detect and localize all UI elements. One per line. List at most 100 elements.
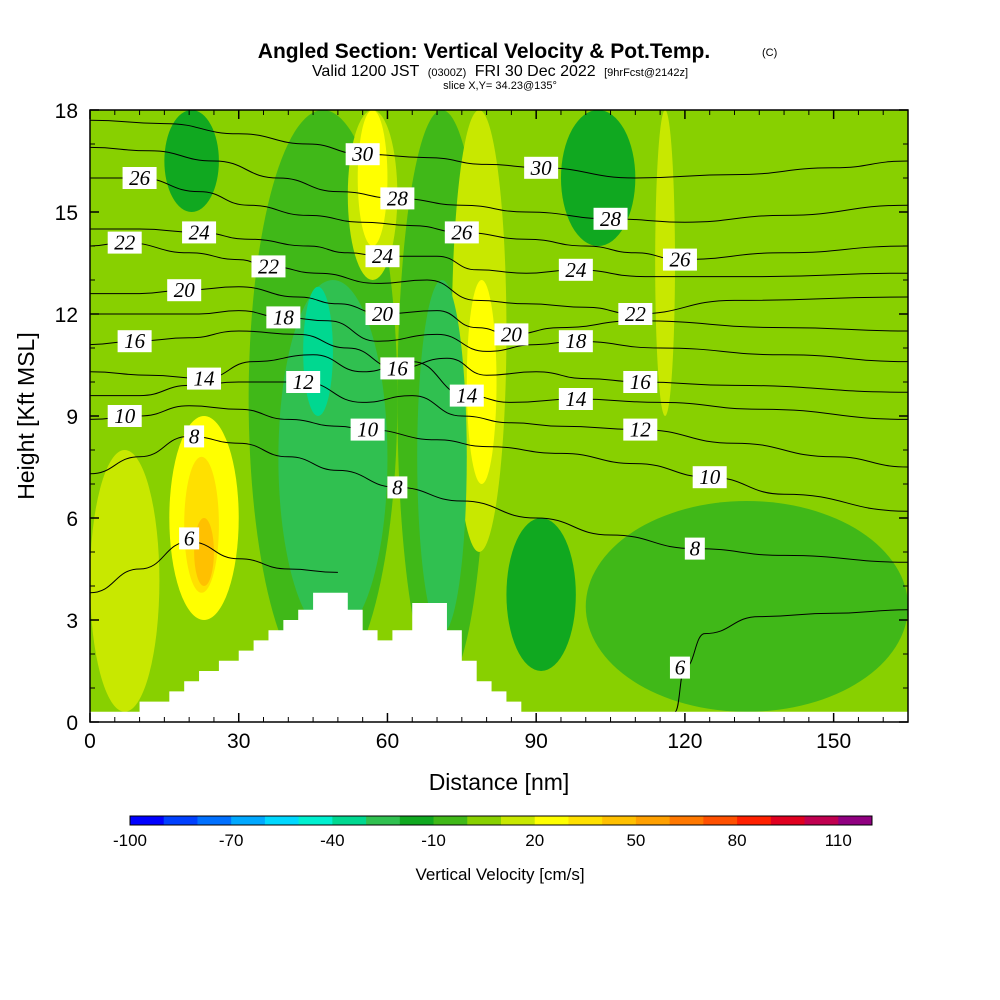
colorbar-swatch [231,816,266,825]
y-tick-label: 12 [55,304,78,327]
colorbar-swatch [433,816,468,825]
theta-label: 12 [630,418,652,442]
theta-label-box [618,303,653,325]
theta-labels: 30 30 28 28 26 26 26 24 24 24 22 22 22 20 20 20 18 18 16 16… [107,142,727,680]
slice-label: slice X,Y= 34.23@135° [443,80,557,92]
theta-label: 14 [194,367,216,391]
colorbar-tick-label: 110 [825,831,852,850]
theta-label: 22 [114,231,136,255]
theta-label-box [387,476,408,499]
theta-contour-line [90,242,908,315]
theta-label-box [286,371,321,393]
velocity-regions [90,110,908,712]
colorbar-frame [129,815,873,826]
theta-contour-line [90,146,908,223]
theta-label-box [107,231,142,254]
colorbar-tick-label: -100 [113,831,147,850]
theta-label: 18 [273,305,295,329]
x-tick-label: 90 [525,730,548,753]
colorbar: -100 -70 -40 -10 20 50 80 110 [113,815,873,850]
theta-label-box [449,384,484,407]
terrain [90,592,908,722]
theta-label-box [558,330,593,353]
velocity-region [466,280,497,484]
theta-label-box [107,405,142,427]
colorbar-swatch [264,816,300,825]
theta-label-box [187,367,222,390]
colorbar-swatch [804,816,839,825]
theta-label: 24 [372,244,394,268]
theta-label-box [251,255,286,278]
theta-contour-line [90,330,908,393]
theta-contour-line [90,119,908,179]
x-tick-label: 120 [667,730,702,753]
theta-contour-line [90,310,908,363]
theta-label: 20 [174,278,196,302]
colorbar-swatch [366,816,401,825]
plot-area: 30 30 28 28 26 26 26 24 24 24 22 22 22 20 20 20 18 18 16 16… [89,109,909,723]
y-tick-label: 6 [66,508,78,531]
theta-label: 8 [189,424,200,448]
velocity-region [585,501,908,712]
y-axis-label: Height [Kft MSL] [13,332,39,499]
y-tick-label: 3 [66,610,78,633]
subtitle-utc: (0300Z) [428,67,467,79]
chart-title-mark: (C) [762,47,777,59]
velocity-region [278,280,388,637]
theta-label-box [182,221,217,244]
colorbar-swatch [332,816,367,825]
theta-label-box [692,466,727,489]
theta-label-box [345,143,380,166]
theta-contours [90,119,908,713]
velocity-region [303,286,333,416]
theta-label-box [558,388,593,410]
theta-label-box [380,187,415,210]
theta-label: 24 [189,220,211,244]
theta-label-box [350,418,385,441]
theta-label: 16 [387,356,409,380]
theta-label-box [494,323,529,346]
theta-label-box [669,656,690,679]
theta-label: 20 [372,302,394,326]
colorbar-swatch [163,816,198,825]
theta-label-box [558,258,593,281]
theta-label-box [365,303,400,325]
colorbar-label: Vertical Velocity [cm/s] [415,865,584,884]
theta-label: 8 [392,475,403,499]
theta-label: 16 [630,370,652,394]
theta-label: 26 [451,220,473,244]
theta-label: 30 [530,156,553,180]
theta-label-box [117,330,152,353]
theta-label-box [662,248,697,271]
colorbar-swatch [602,816,637,825]
theta-label-box [266,306,301,329]
y-axis: 0 3 6 9 12 15 18 [55,100,908,735]
colorbar-swatch [635,816,671,825]
y-tick-label: 15 [55,202,78,225]
colorbar-swatch [399,816,435,825]
theta-label-box [524,156,559,179]
x-tick-label: 0 [84,730,96,753]
y-tick-label: 0 [66,712,78,735]
theta-label: 28 [600,207,622,231]
velocity-region [506,518,576,671]
theta-label: 24 [565,258,587,282]
theta-label-box [593,207,628,230]
theta-label-box [365,245,400,268]
colorbar-swatch [298,816,333,825]
colorbar-swatch [568,816,603,825]
velocity-region [417,280,467,634]
theta-label: 10 [699,465,721,489]
colorbar-swatch [197,816,232,825]
theta-label-box [623,418,658,441]
colorbar-tick-label: 50 [626,831,645,850]
x-tick-label: 150 [816,730,851,753]
theta-label-box [184,425,205,448]
theta-label: 14 [565,387,587,411]
colorbar-tick-label: -40 [320,831,345,850]
x-axis-label: Distance [nm] [429,769,570,795]
colorbar-swatch [737,816,772,825]
theta-contour-line [90,286,908,335]
theta-label-box [444,221,479,244]
